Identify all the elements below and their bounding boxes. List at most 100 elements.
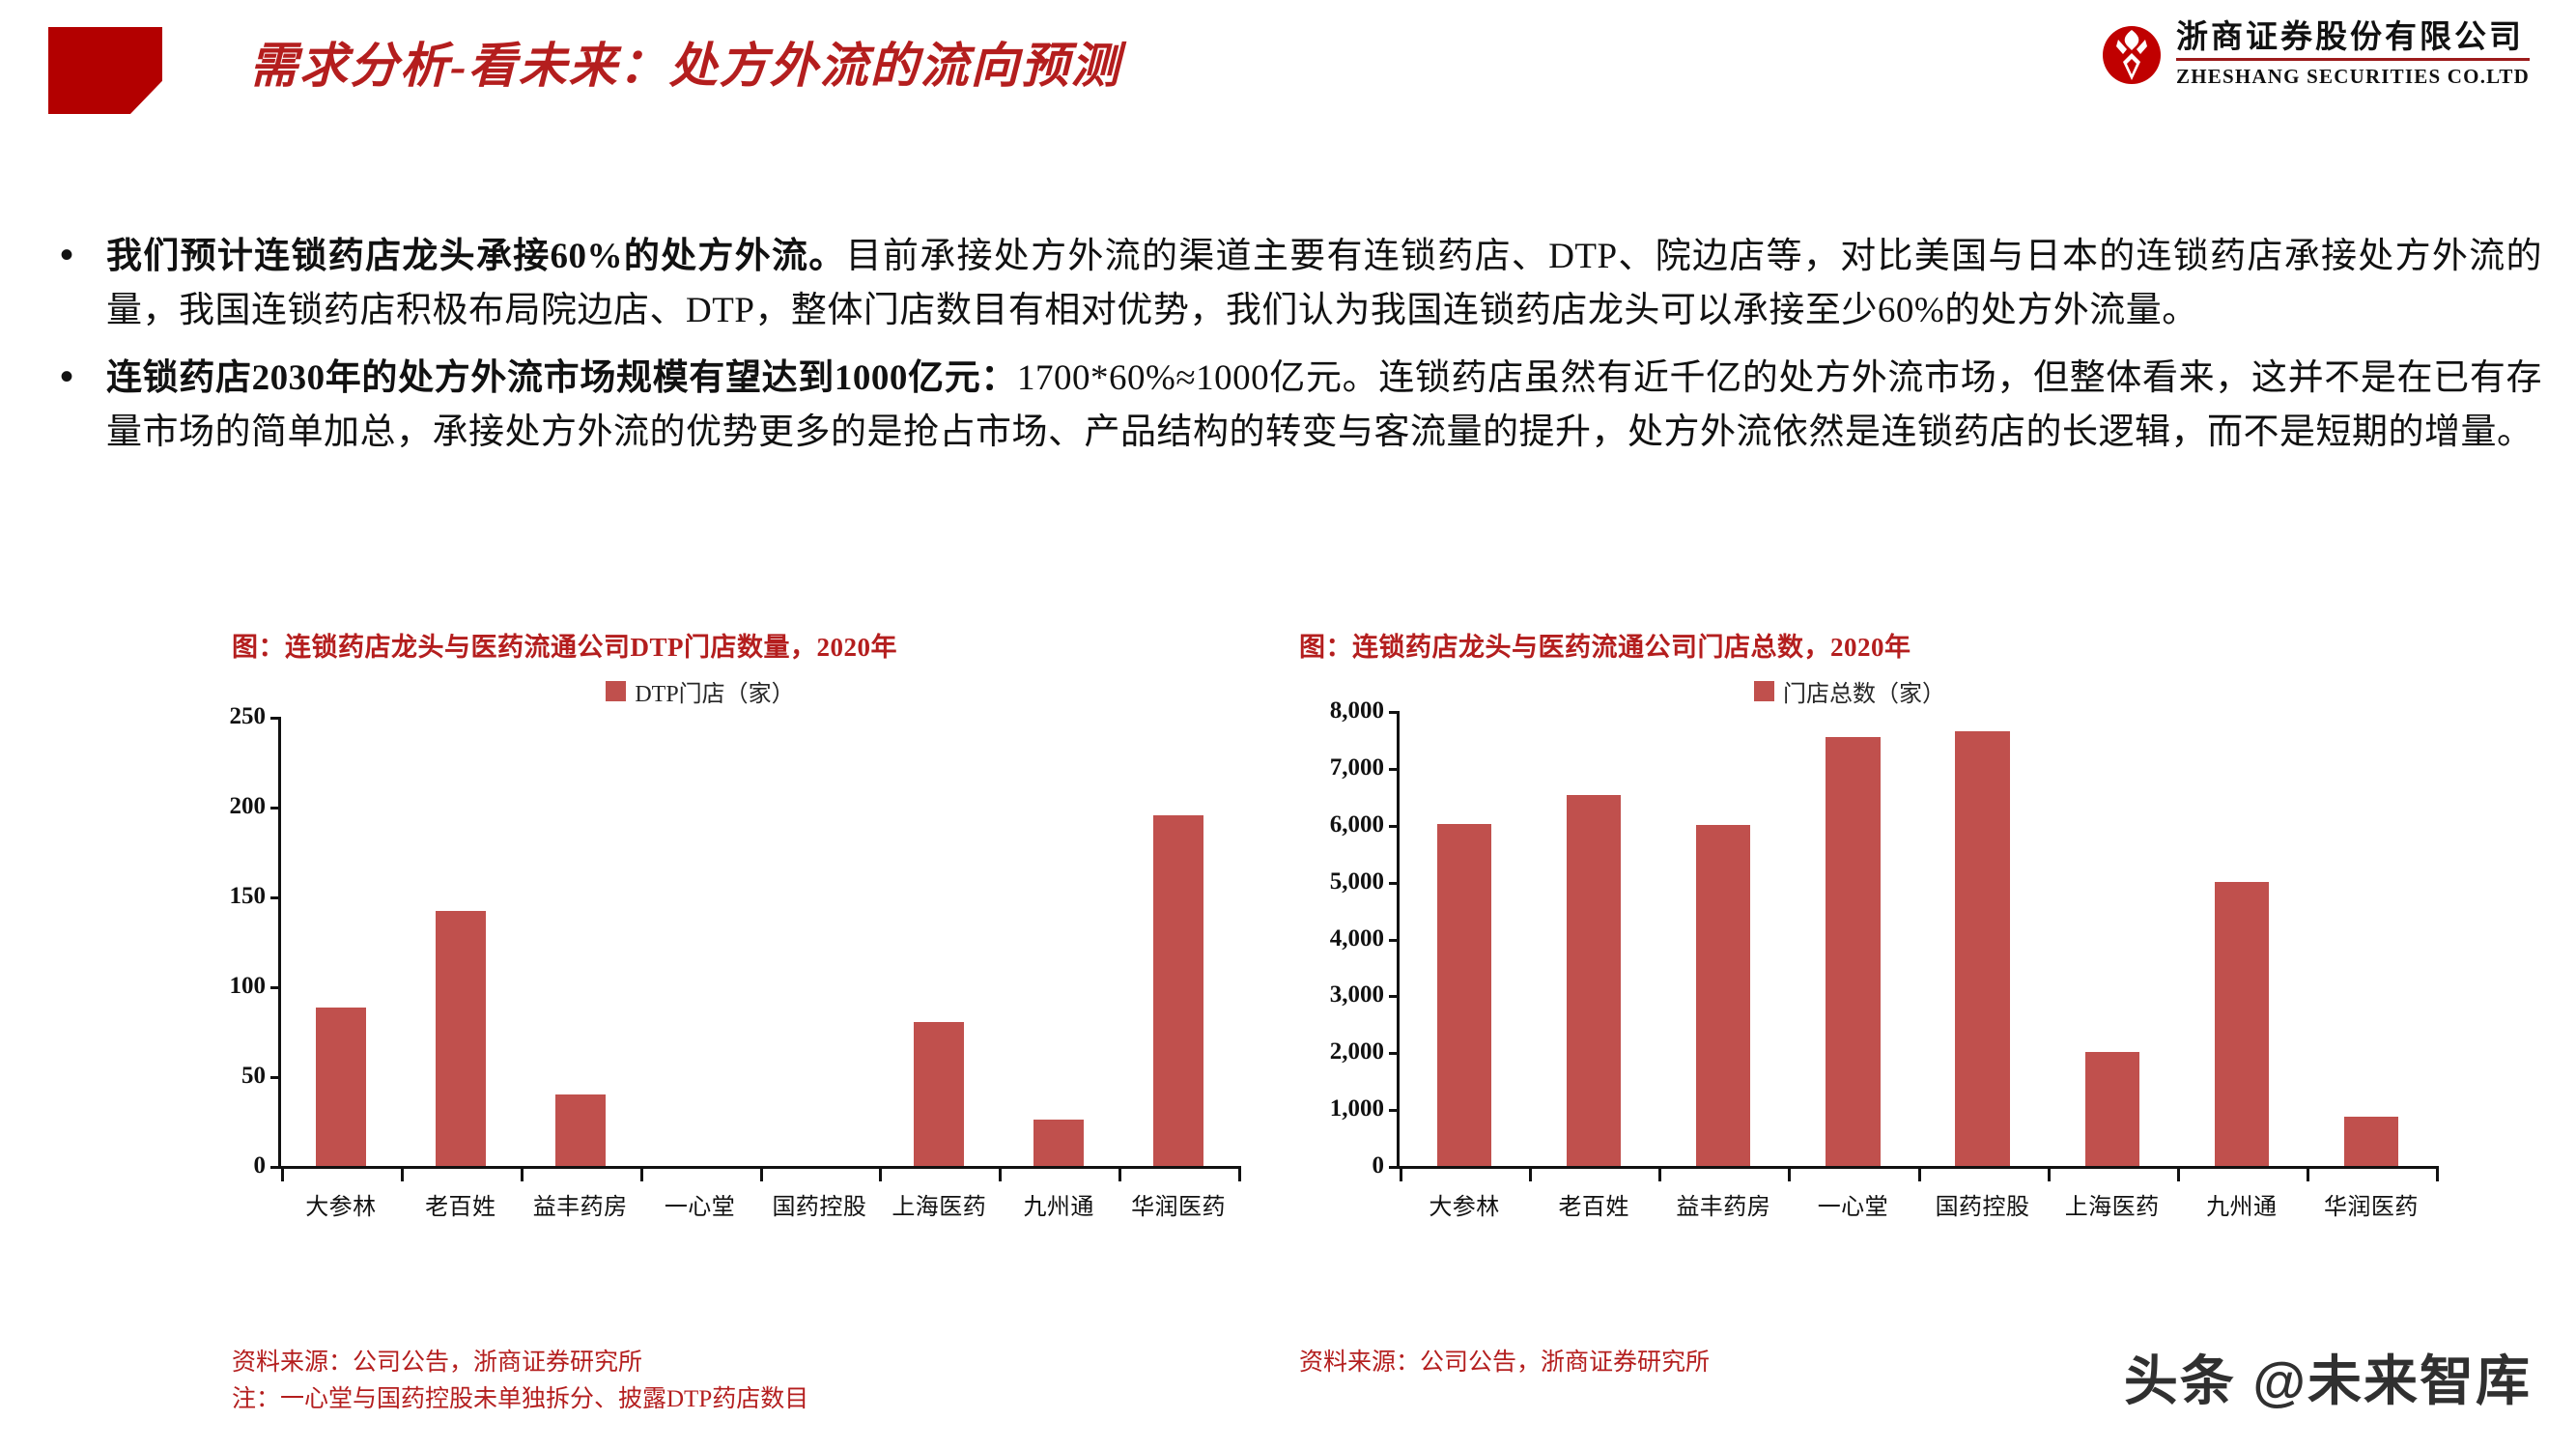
bar[interactable] [1567,795,1622,1166]
x-axis-labels: 大参林 老百姓 益丰药房 一心堂 国药控股 上海医药 九州通 华润医药 [1400,1187,2436,1221]
bar[interactable] [1955,730,2010,1166]
x-axis-tick [1118,1166,1241,1181]
bar-slot [1529,711,1658,1166]
zheshang-securities-logo-icon [2101,24,2163,86]
left-chart-caption: 图：连锁药店龙头与医药流通公司DTP门店数量，2020年 [232,633,897,662]
note-line: 注：一心堂与国药控股未单独拆分、披露DTP药店数目 [232,1386,809,1412]
y-axis-tick-label: 2,000 [1330,1038,1401,1065]
bullet-rest-text: 1700*60%≈1000亿元。连锁药店虽然有近千亿的处方外流市场，但整体看来，… [106,358,2542,452]
chart-legend: DTP门店（家） [155,674,1246,708]
y-axis-tick-label: 250 [230,703,282,730]
chart-legend: 门店总数（家） [1256,674,2444,708]
bar-slot [999,717,1118,1166]
x-axis-labels: 大参林 老百姓 益丰药房 一心堂 国药控股 上海医药 九州通 华润医药 [281,1187,1238,1221]
y-axis-tick-label: 5,000 [1330,868,1401,895]
x-axis-label: 九州通 [1023,1195,1094,1220]
x-axis-tick [1788,1166,1917,1181]
legend-label: DTP门店（家） [635,682,795,707]
bullet-lead-emphasis: 连锁药店2030年的处方外流市场规模有望达到1000亿元： [106,358,1018,398]
x-axis-label: 上海医药 [892,1195,987,1220]
x-axis-label: 大参林 [305,1195,377,1220]
source-line: 资料来源：公司公告，浙商证券研究所 [1299,1350,1711,1376]
total-stores-chart: 门店总数（家） 大参林 老百姓 益丰药房 一心堂 国药控股 上海医药 九州通 华润医药 0 1,… [1256,667,2444,1275]
plot-area: 大参林 老百姓 益丰药房 一心堂 国药控股 上海医药 九州通 华润医药 0 1,000 2,000… [1330,697,2440,1220]
x-axis-tick [879,1166,999,1181]
y-axis-tick-label: 3,000 [1330,981,1401,1009]
slide-header: 需求分析-看未来：处方外流的流向预测 浙商证券股份有限公司 ZHESHANG S… [0,0,2576,130]
bar-slot [281,717,401,1166]
bullet-marker-icon: • [60,355,74,398]
legend-label: 门店总数（家） [1783,682,1945,707]
x-axis-tick [999,1166,1118,1181]
x-axis-tick [400,1166,521,1181]
y-axis-tick-label: 8,000 [1330,697,1401,724]
bar-slot [2307,711,2436,1166]
bar-slot [879,717,999,1166]
bar-slot [2048,711,2177,1166]
x-axis-label: 国药控股 [772,1195,867,1220]
bar[interactable] [554,1094,606,1166]
x-axis-label: 九州通 [2206,1195,2278,1220]
list-item: • 连锁药店2030年的处方外流市场规模有望达到1000亿元：1700*60%≈… [50,352,2542,460]
y-axis-tick-label: 4,000 [1330,925,1401,952]
page-title: 需求分析-看未来：处方外流的流向预测 [249,39,1121,93]
bar[interactable] [914,1022,965,1166]
x-axis-ticks [281,1166,1241,1181]
bar-group [281,717,1238,1166]
x-axis-tick [1529,1166,1658,1181]
bar[interactable] [1826,737,1881,1166]
x-axis-label: 益丰药房 [1676,1195,1771,1220]
plot-area: 大参林 老百姓 益丰药房 一心堂 国药控股 上海医药 九州通 华润医药 0 50 100 150 20… [230,703,1241,1220]
bullet-text: 我们预计连锁药店龙头承接60%的处方外流。目前承接处方外流的渠道主要有连锁药店、… [106,230,2542,338]
bar[interactable] [1436,823,1492,1166]
watermark: 头条 @未来智库 [2123,1350,2532,1411]
x-axis-label: 老百姓 [1558,1195,1629,1220]
y-axis-tick-label: 50 [241,1063,281,1090]
x-axis-tick [759,1166,880,1181]
bar[interactable] [1033,1119,1085,1166]
bar[interactable] [1696,825,1751,1166]
y-axis-tick-label: 100 [230,973,282,1000]
list-item: • 我们预计连锁药店龙头承接60%的处方外流。目前承接处方外流的渠道主要有连锁药… [50,230,2542,338]
legend-color-swatch [606,681,627,701]
x-axis-tick [281,1166,401,1181]
x-axis-tick [1917,1166,2048,1181]
x-axis-label: 老百姓 [425,1195,496,1220]
y-axis-tick-label: 200 [230,793,282,820]
bar-slot [760,717,880,1166]
x-axis-label: 国药控股 [1935,1195,2030,1220]
y-axis-tick-label: 6,000 [1330,811,1401,838]
x-axis-tick [520,1166,640,1181]
header-accent-flag [48,27,162,114]
bar[interactable] [2343,1116,2399,1166]
bullet-rest-text: 目前承接处方外流的渠道主要有连锁药店、DTP、院边店等，对比美国与日本的连锁药店… [106,237,2542,330]
x-axis-label: 华润医药 [2323,1195,2419,1220]
y-axis-tick-label: 1,000 [1330,1095,1401,1122]
bullet-marker-icon: • [60,234,74,276]
bar-slot [640,717,760,1166]
bar[interactable] [1153,815,1204,1166]
x-axis-label: 上海医药 [2064,1195,2160,1220]
x-axis-tick [2176,1166,2307,1181]
company-logo: 浙商证券股份有限公司 ZHESHANG SECURITIES CO.LTD [2101,21,2530,89]
left-chart-source-notes: 资料来源：公司公告，浙商证券研究所 注：一心堂与国药控股未单独拆分、披露DTP药… [232,1345,808,1418]
bar-slot [1658,711,1788,1166]
bar[interactable] [2214,881,2269,1166]
right-chart-caption: 图：连锁药店龙头与医药流通公司门店总数，2020年 [1299,633,1911,662]
bar[interactable] [435,910,486,1166]
bar-slot [1118,717,1238,1166]
x-axis-label: 一心堂 [1817,1195,1889,1220]
bar[interactable] [315,1008,366,1166]
bar-slot [1788,711,1917,1166]
bar[interactable] [2084,1052,2139,1166]
bar-slot [401,717,521,1166]
logo-text-group: 浙商证券股份有限公司 ZHESHANG SECURITIES CO.LTD [2176,21,2530,89]
x-axis-label: 大参林 [1429,1195,1500,1220]
bar-slot [2177,711,2307,1166]
x-axis-tick [2047,1166,2177,1181]
y-axis-tick-label: 0 [1373,1152,1401,1179]
x-axis-label: 华润医药 [1131,1195,1227,1220]
source-line: 资料来源：公司公告，浙商证券研究所 [232,1350,643,1376]
x-axis-tick [2306,1166,2440,1181]
bullet-lead-emphasis: 我们预计连锁药店龙头承接60%的处方外流。 [106,237,846,276]
